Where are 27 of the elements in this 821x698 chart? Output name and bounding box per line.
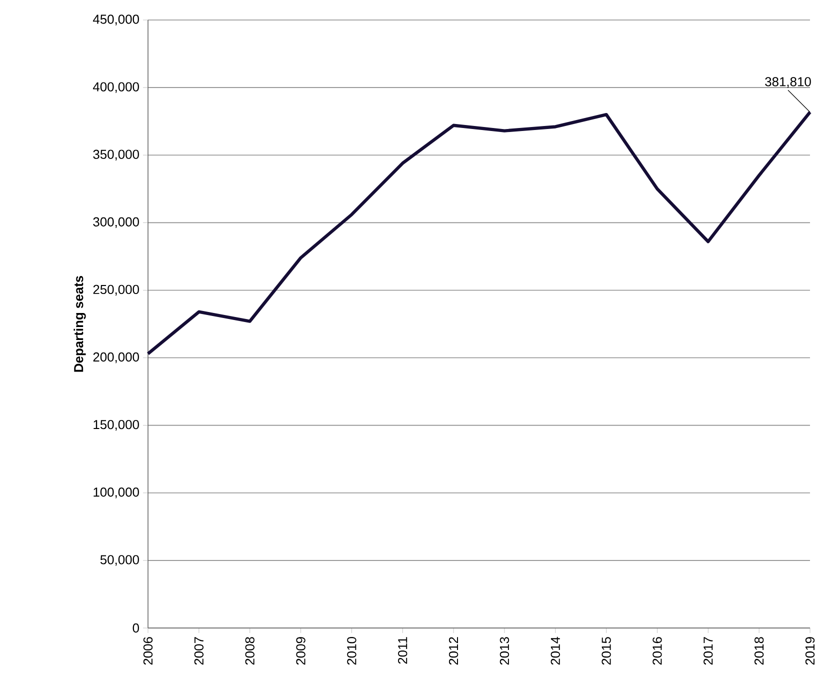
line-series <box>146 110 812 356</box>
y-tick-label: 200,000 <box>93 352 139 364</box>
x-tick-label: 2008 <box>245 637 254 665</box>
x-tick-label: 2009 <box>296 637 306 665</box>
y-tick-label: 300,000 <box>93 217 139 228</box>
x-tick-label: 2010 <box>347 637 356 665</box>
x-tick-label: 2011 <box>398 637 408 664</box>
x-tick-label: 2014 <box>550 636 560 665</box>
y-tick-label: 150,000 <box>94 420 139 431</box>
x-tick-label: 2006 <box>143 637 153 665</box>
x-tick-label: 2017 <box>704 637 713 665</box>
y-tick-label: 400,000 <box>92 82 139 93</box>
x-tick-label: 2019 <box>805 637 815 665</box>
y-tick-label: 50,000 <box>100 555 139 566</box>
x-tick-label: 2015 <box>602 637 611 665</box>
y-tick-label: 450,000 <box>92 14 139 26</box>
x-tick-label: 2012 <box>448 637 458 665</box>
x-tick-label: 2018 <box>754 637 764 665</box>
x-tick-label: 2013 <box>500 637 510 665</box>
y-tick-label: 100,000 <box>94 488 139 498</box>
x-tick-label: 2016 <box>652 637 662 665</box>
y-axis-title: Departing seats <box>74 276 86 372</box>
y-tick-label: 0 <box>132 623 139 633</box>
y-tick-label: 350,000 <box>93 150 139 160</box>
annotation: 381,810 <box>765 77 811 88</box>
x-tick-label: 2007 <box>194 637 204 665</box>
y-tick-label: 250,000 <box>93 284 139 296</box>
